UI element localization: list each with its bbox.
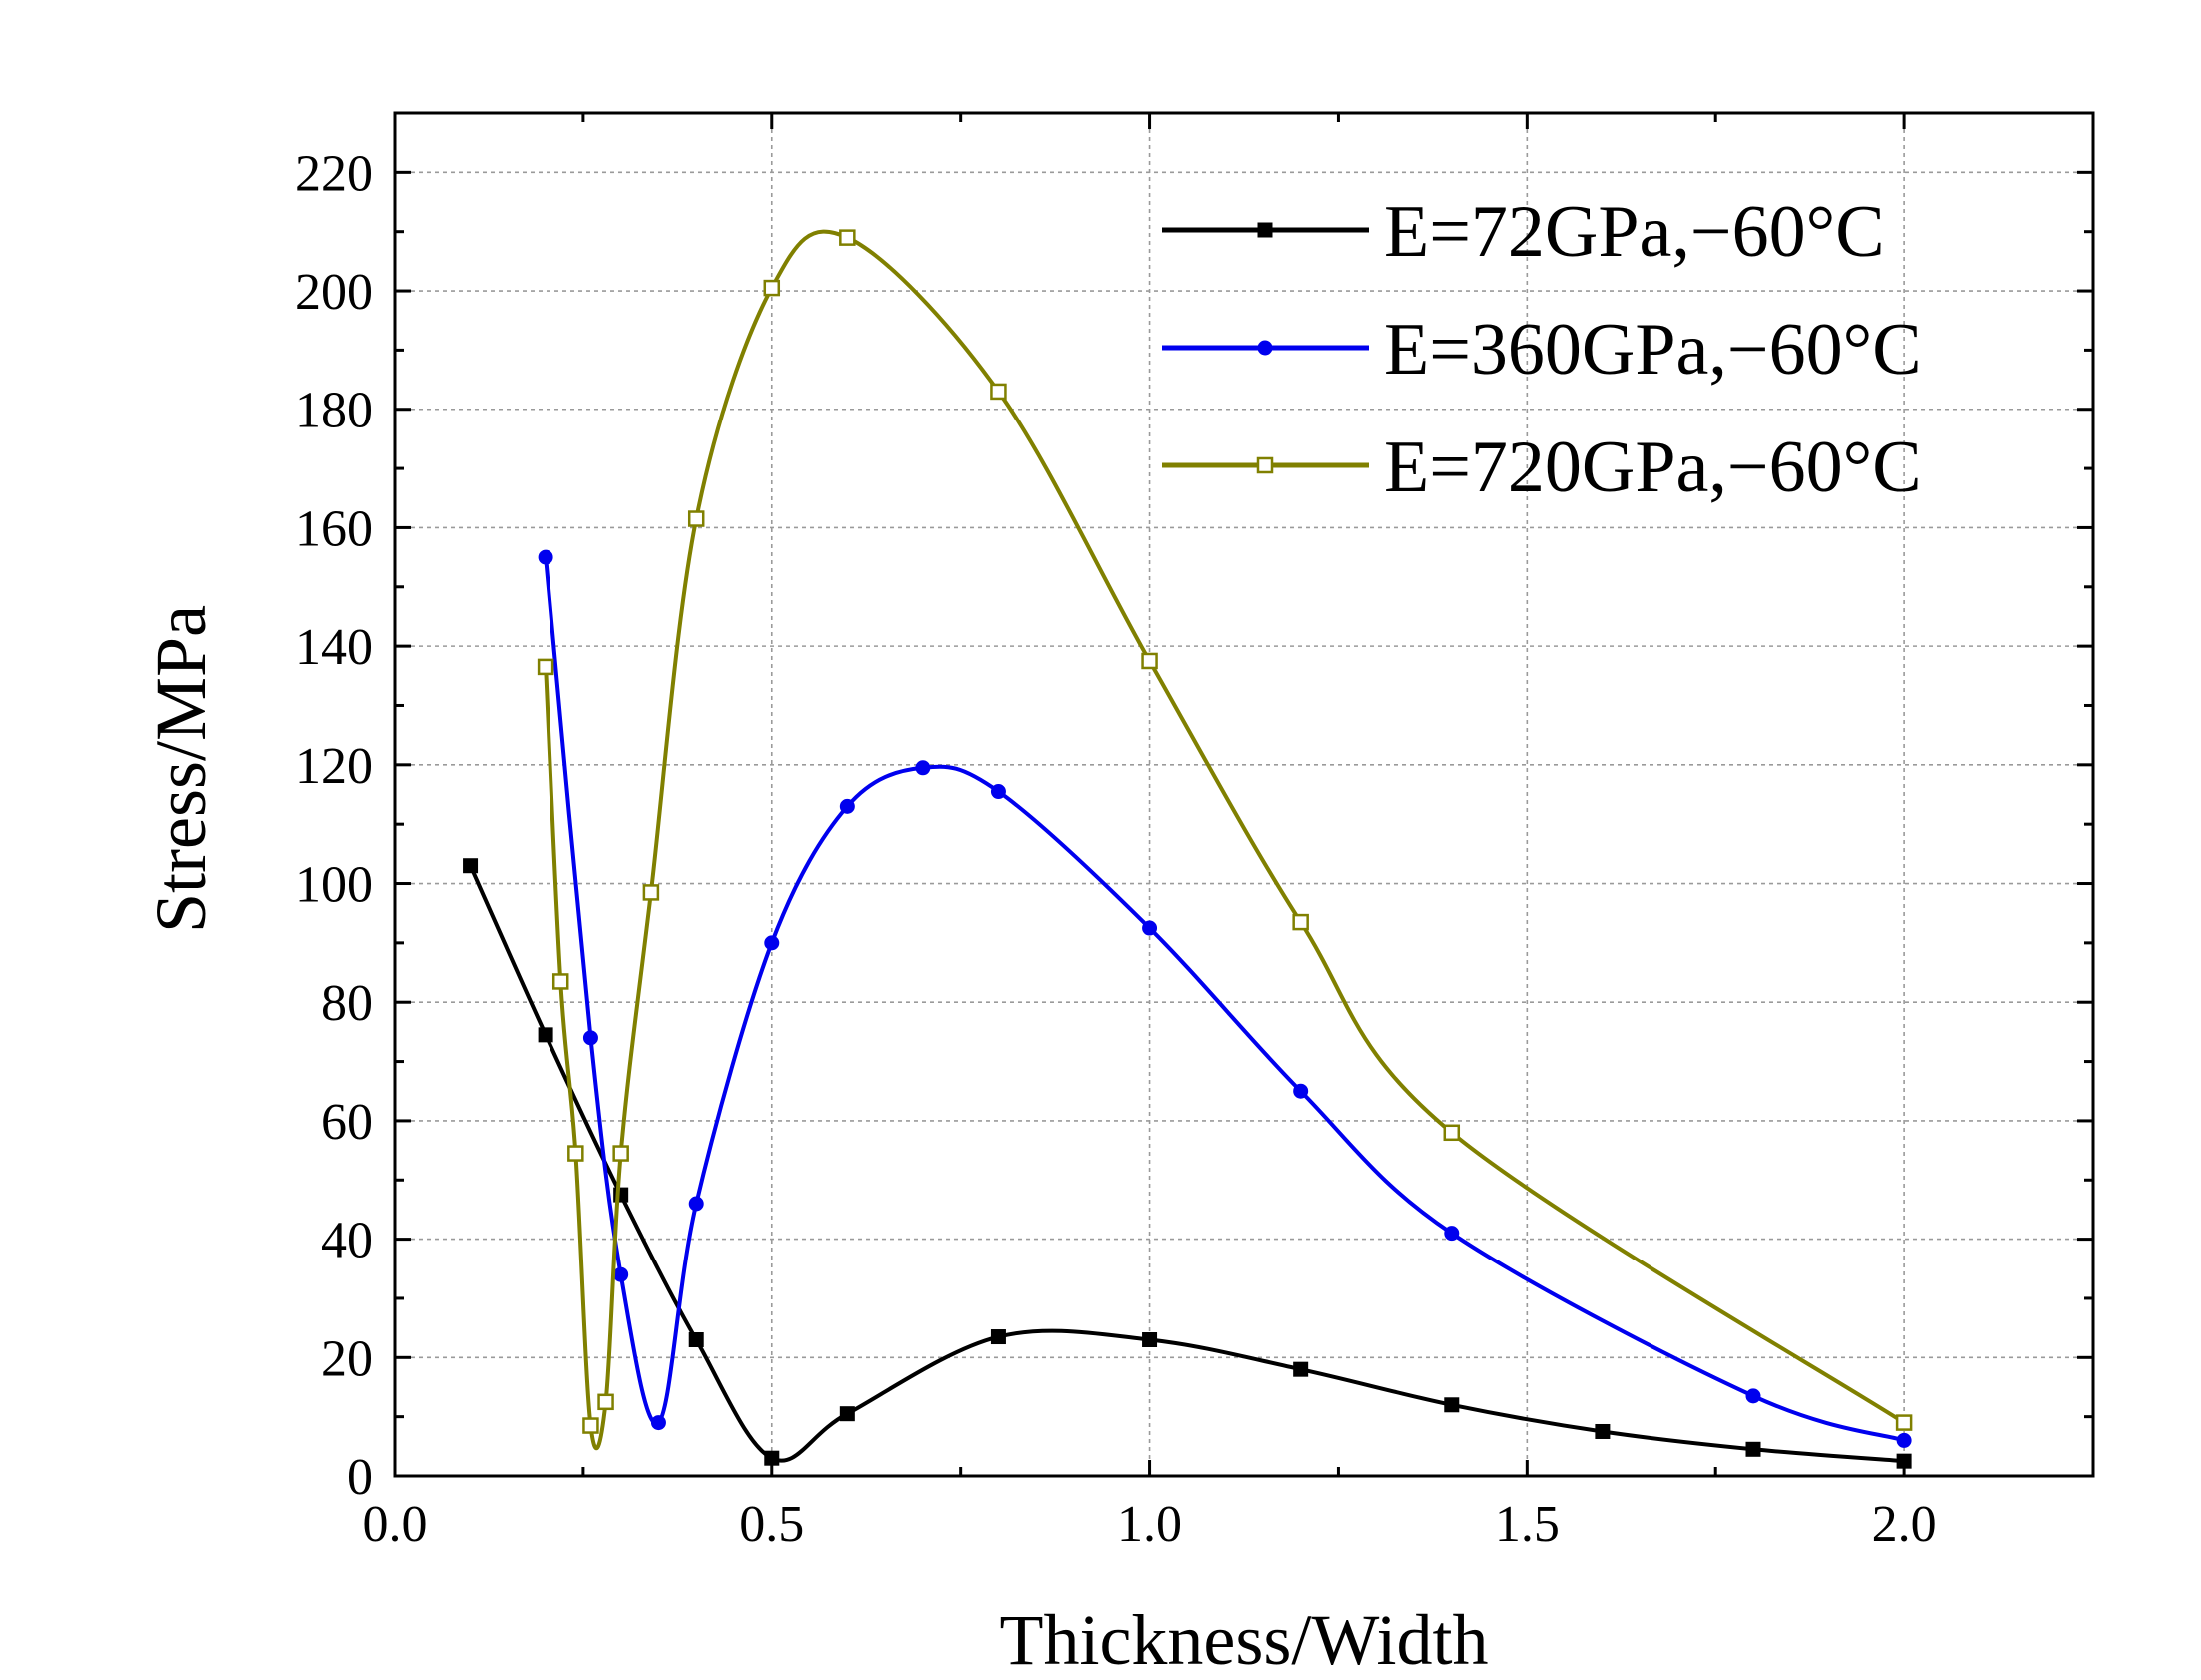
data-point bbox=[537, 658, 554, 676]
data-point bbox=[1293, 1361, 1309, 1377]
x-tick-label: 1.0 bbox=[1117, 1496, 1182, 1553]
data-point bbox=[538, 549, 553, 565]
series-line bbox=[544, 556, 1905, 1443]
data-point bbox=[839, 798, 855, 814]
data-point bbox=[551, 973, 569, 990]
legend-item-3: E=720GPa,−60°C bbox=[1162, 426, 1922, 508]
data-point bbox=[538, 1027, 553, 1043]
y-tick-label: 60 bbox=[321, 1094, 373, 1151]
series-3 bbox=[537, 229, 1913, 1451]
data-point bbox=[1895, 1414, 1913, 1431]
x-tick-label: 2.0 bbox=[1872, 1496, 1937, 1553]
series-line bbox=[468, 864, 1905, 1464]
y-axis-title: Stress/MPa bbox=[141, 605, 221, 933]
y-tick-label: 40 bbox=[321, 1213, 373, 1269]
data-point bbox=[612, 1145, 629, 1162]
series-line bbox=[544, 229, 1906, 1451]
data-point bbox=[567, 1145, 584, 1162]
data-point bbox=[990, 383, 1007, 401]
data-point bbox=[915, 760, 931, 776]
tick-labels: 0.0 0.5 1.0 1.5 2.0 0 20 40 60 80 100 120 140 160 180 2… bbox=[295, 145, 1937, 1553]
data-point bbox=[1293, 1083, 1309, 1099]
data-point bbox=[650, 1415, 666, 1431]
y-tick-label: 140 bbox=[295, 619, 373, 676]
data-point bbox=[613, 1266, 629, 1282]
x-axis-title: Thickness/Width bbox=[999, 1600, 1488, 1680]
y-tick-label: 20 bbox=[321, 1330, 373, 1387]
data-point bbox=[1595, 1423, 1611, 1439]
y-tick-label: 0 bbox=[347, 1449, 373, 1506]
data-point bbox=[1896, 1432, 1912, 1448]
data-point bbox=[990, 784, 1006, 800]
legend-marker bbox=[1256, 456, 1274, 474]
data-point bbox=[1142, 1332, 1158, 1347]
axis-ticks bbox=[393, 113, 2093, 1478]
x-tick-label: 1.5 bbox=[1495, 1496, 1560, 1553]
y-tick-label: 80 bbox=[321, 975, 373, 1032]
legend-item-1: E=72GPa,−60°C bbox=[1162, 191, 1885, 273]
x-tick-label: 0.5 bbox=[739, 1496, 804, 1553]
data-point bbox=[1443, 1124, 1461, 1142]
data-point bbox=[688, 1196, 704, 1212]
series-layer bbox=[463, 229, 1913, 1469]
legend-marker bbox=[1257, 340, 1273, 356]
legend-label: E=360GPa,−60°C bbox=[1384, 309, 1922, 391]
data-point bbox=[764, 935, 780, 951]
data-point bbox=[1745, 1441, 1761, 1457]
data-point bbox=[1292, 913, 1309, 931]
x-tick-label: 0.0 bbox=[363, 1496, 428, 1553]
legend-label: E=72GPa,−60°C bbox=[1384, 191, 1885, 273]
data-point bbox=[763, 279, 781, 297]
y-tick-label: 120 bbox=[295, 738, 373, 795]
data-point bbox=[463, 858, 479, 874]
legend-label: E=720GPa,−60°C bbox=[1384, 426, 1922, 508]
series-2 bbox=[538, 549, 1912, 1448]
data-point bbox=[1142, 920, 1158, 936]
data-point bbox=[1444, 1397, 1460, 1413]
y-tick-label: 200 bbox=[295, 264, 373, 321]
data-point bbox=[582, 1030, 598, 1046]
legend-marker bbox=[1257, 222, 1273, 238]
y-tick-label: 180 bbox=[295, 383, 373, 439]
data-point bbox=[1444, 1226, 1460, 1242]
data-point bbox=[1745, 1388, 1761, 1404]
y-tick-label: 220 bbox=[295, 145, 373, 202]
data-point bbox=[1141, 652, 1158, 670]
data-point bbox=[688, 1332, 704, 1347]
legend: E=72GPa,−60°C E=360GPa,−60°C E=720GPa,−60°… bbox=[1162, 191, 1922, 508]
data-point bbox=[582, 1417, 599, 1434]
data-point bbox=[839, 1406, 855, 1422]
data-point bbox=[597, 1393, 614, 1411]
series-1 bbox=[463, 858, 1912, 1469]
legend-item-2: E=360GPa,−60°C bbox=[1162, 309, 1922, 391]
y-tick-label: 100 bbox=[295, 857, 373, 914]
data-point bbox=[839, 229, 856, 246]
y-tick-label: 160 bbox=[295, 500, 373, 557]
data-point bbox=[687, 510, 705, 527]
data-point bbox=[990, 1329, 1006, 1345]
data-point bbox=[642, 884, 660, 901]
plot-frame bbox=[393, 111, 2095, 1478]
